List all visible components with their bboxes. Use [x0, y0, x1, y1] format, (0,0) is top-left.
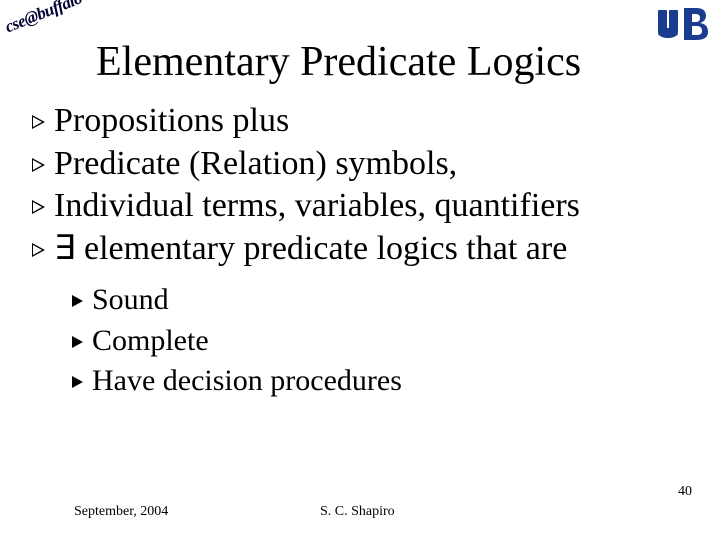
main-bullet-list: Propositions plus Predicate (Relation) s… [30, 100, 700, 270]
bullet-text: ∃ elementary predicate logics that are [54, 228, 567, 271]
list-item: Have decision procedures [70, 361, 402, 402]
sub-bullet-list: Sound Complete Have decision procedures [70, 280, 402, 402]
slide-title: Elementary Predicate Logics [96, 38, 581, 86]
ub-logo-icon [656, 6, 710, 44]
bullet-icon [70, 321, 88, 362]
footer-date: September, 2004 [74, 504, 168, 520]
bullet-icon [70, 361, 88, 402]
footer-author: S. C. Shapiro [320, 504, 395, 520]
bullet-text: Sound [92, 280, 169, 321]
list-item: Individual terms, variables, quantifiers [30, 185, 700, 228]
bullet-icon [30, 228, 50, 271]
list-item: Complete [70, 321, 402, 362]
list-item: Predicate (Relation) symbols, [30, 143, 700, 186]
bullet-icon [30, 100, 50, 143]
bullet-icon [30, 185, 50, 228]
footer-page-number: 40 [678, 484, 692, 500]
cse-buffalo-logo: cse@buffalo [2, 0, 85, 37]
bullet-icon [30, 143, 50, 186]
bullet-icon [70, 280, 88, 321]
bullet-text: Complete [92, 321, 209, 362]
list-item: Sound [70, 280, 402, 321]
bullet-text: Individual terms, variables, quantifiers [54, 185, 580, 228]
list-item: ∃ elementary predicate logics that are [30, 228, 700, 271]
bullet-text: Predicate (Relation) symbols, [54, 143, 457, 186]
bullet-text: Propositions plus [54, 100, 289, 143]
list-item: Propositions plus [30, 100, 700, 143]
bullet-text: Have decision procedures [92, 361, 402, 402]
